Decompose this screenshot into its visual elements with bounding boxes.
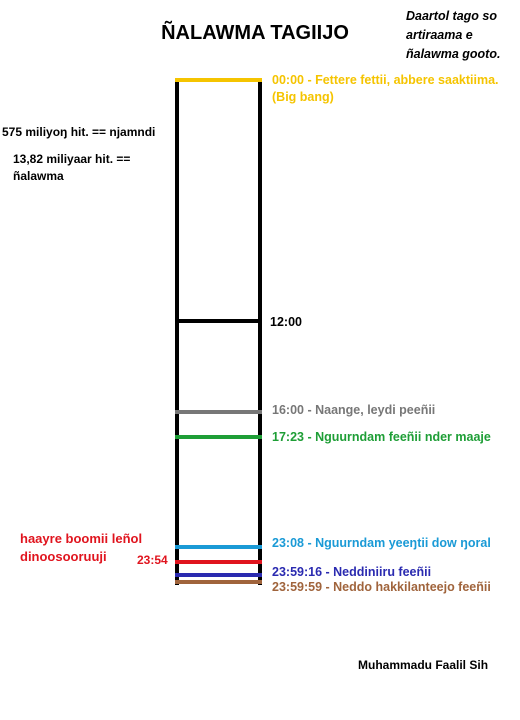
event-label-life-water: 17:23 - Nguurndam feeñii nder maaje <box>272 430 491 444</box>
event-line-humans <box>175 580 262 584</box>
event-line-life-land <box>175 545 262 549</box>
event-label-noon: 12:00 <box>270 315 302 329</box>
top-note: Daartol tago so artiraama e ñalawma goot… <box>406 9 501 61</box>
event-label-dinosaur-extinction: haayre boomii leñol dinoosooruuji <box>20 531 143 564</box>
diagram-title: ÑALAWMA TAGIIJO <box>161 22 349 44</box>
event-label-big-bang: 00:00 - Fettere fettii, abbere saaktiima… <box>272 73 499 104</box>
scale-note-day: 575 miliyoŋ hit. == njamndi <box>2 125 156 139</box>
event-time-dinosaur-extinction: 23:54 <box>137 553 168 567</box>
timeline-right-border <box>258 80 262 585</box>
scale-note-universe: 13,82 miliyaar hit. == ñalawma <box>13 152 131 183</box>
event-label-hominids: 23:59:16 - Neddiniiru feeñii <box>272 565 432 579</box>
event-line-hominids <box>175 573 262 577</box>
event-line-big-bang <box>175 78 262 82</box>
event-line-life-water <box>175 435 262 439</box>
timeline-left-border <box>175 80 179 585</box>
event-line-sun-earth <box>175 410 262 414</box>
event-label-sun-earth: 16:00 - Naange, leydi peeñii <box>272 403 436 417</box>
author-credit: Muhammadu Faalil Sih <box>358 658 489 672</box>
event-line-dinosaur-extinction <box>175 560 262 564</box>
event-line-noon <box>175 319 262 323</box>
event-label-life-land: 23:08 - Nguurndam yeeŋtii dow ŋoral <box>272 536 491 550</box>
event-label-humans: 23:59:59 - Neddo hakkilanteejo feeñii <box>272 580 491 594</box>
